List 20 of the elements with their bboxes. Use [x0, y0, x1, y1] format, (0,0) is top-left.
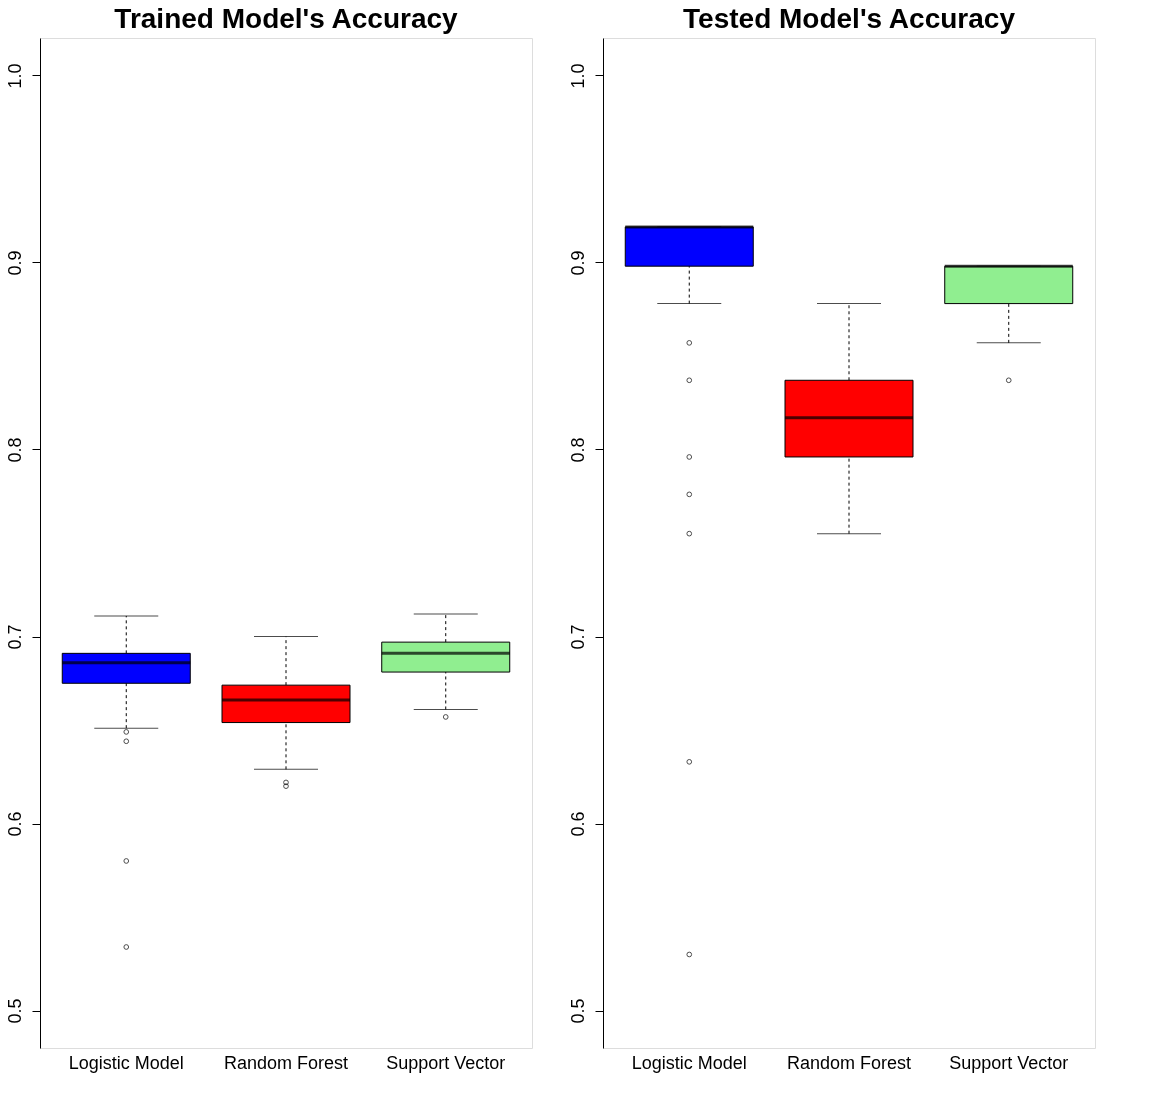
y-tick-label: 0.9 [567, 250, 588, 276]
chart-title: Tested Model's Accuracy [683, 3, 1016, 34]
x-tick-label: Logistic Model [68, 1052, 184, 1073]
y-tick-label: 0.8 [567, 437, 588, 463]
y-tick-label: 0.5 [567, 998, 588, 1024]
x-tick-label: Random Forest [223, 1052, 349, 1073]
chart-title: Trained Model's Accuracy [114, 3, 459, 34]
x-tick-label: Logistic Model [631, 1052, 747, 1073]
y-tick-label: 0.5 [4, 998, 25, 1024]
y-tick-label: 0.8 [4, 437, 25, 463]
y-tick-label: 1.0 [567, 63, 588, 89]
y-tick-label: 0.6 [4, 811, 25, 837]
y-tick-label: 0.7 [567, 624, 588, 650]
y-tick-label: 0.6 [567, 811, 588, 837]
x-tick-label: Random Forest [786, 1052, 912, 1073]
y-tick-label: 0.7 [4, 624, 25, 650]
x-tick-label: Support Vector [949, 1052, 1069, 1073]
y-tick-label: 1.0 [4, 63, 25, 89]
y-tick-label: 0.9 [4, 250, 25, 276]
x-tick-label: Support Vector [386, 1052, 506, 1073]
